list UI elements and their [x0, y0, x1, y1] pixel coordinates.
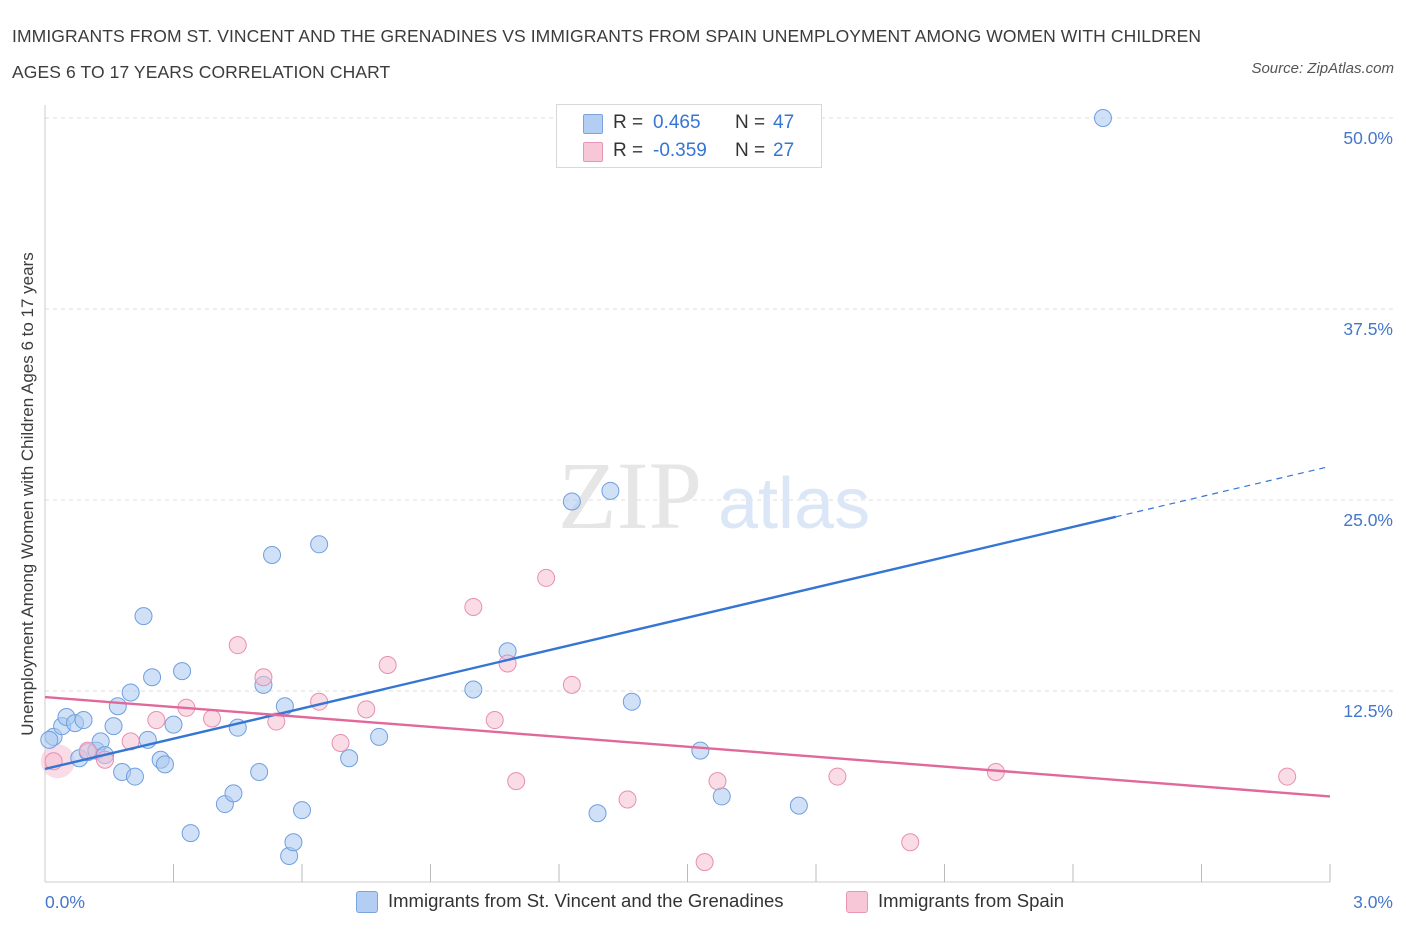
point-spain — [708, 772, 727, 791]
watermark: ZIP atlas — [558, 442, 870, 549]
grid-lines — [45, 117, 1395, 692]
point-spain — [147, 711, 166, 730]
x-tick-label: 0.0% — [45, 892, 85, 912]
stats-legend: R = 0.465 N = 47 R = -0.359 N = 27 — [556, 104, 822, 168]
point-st-vincent — [263, 546, 282, 565]
point-st-vincent — [712, 787, 731, 806]
legend-n-label: N = — [735, 140, 766, 161]
y-axis-label: Unemployment Among Women with Children A… — [18, 252, 37, 736]
chart-source: Source: ZipAtlas.com — [1251, 60, 1394, 77]
point-st-vincent — [164, 715, 183, 734]
legend-r-value: 0.465 — [653, 112, 701, 133]
tick-labels: 12.5% 25.0% 37.5% 50.0% 0.0% 3.0% — [45, 128, 1393, 912]
legend-swatch-blue — [583, 114, 603, 134]
legend-n-label: N = — [735, 112, 766, 133]
legend-n-value: 27 — [773, 140, 795, 161]
point-spain — [695, 853, 714, 872]
point-st-vincent — [74, 711, 93, 730]
y-tick-label: 37.5% — [1343, 319, 1393, 339]
point-st-vincent — [108, 697, 127, 716]
trend-lines — [44, 465, 1331, 798]
y-tick-label: 50.0% — [1343, 128, 1393, 148]
point-st-vincent — [155, 755, 174, 774]
legend-n-value: 47 — [773, 112, 795, 133]
point-spain — [562, 675, 581, 694]
bottom-legend-label-blue: Immigrants from St. Vincent and the Gren… — [388, 890, 784, 911]
point-spain — [901, 833, 920, 852]
point-st-vincent — [789, 796, 808, 815]
point-st-vincent — [134, 607, 153, 626]
y-tick-label: 25.0% — [1343, 510, 1393, 530]
y-tick-label: 12.5% — [1343, 701, 1393, 721]
point-spain — [310, 692, 329, 711]
point-st-vincent — [104, 717, 123, 736]
point-st-vincent — [588, 804, 607, 823]
point-st-vincent — [224, 784, 243, 803]
legend-swatch-pink — [583, 142, 603, 162]
point-spain — [228, 636, 247, 655]
point-spain — [331, 733, 350, 752]
point-st-vincent — [125, 767, 144, 786]
point-st-vincent — [143, 668, 162, 687]
legend-r-label: R = — [613, 112, 644, 133]
trend-line-st-vincent — [44, 515, 1117, 771]
point-st-vincent — [601, 481, 620, 500]
point-st-vincent — [370, 727, 389, 746]
point-st-vincent — [691, 741, 710, 760]
point-spain — [203, 709, 222, 728]
bottom-legend-swatch-blue — [356, 891, 378, 913]
point-spain — [254, 668, 273, 687]
legend-r-value: -0.359 — [653, 140, 707, 161]
point-spain — [378, 656, 397, 675]
point-spain — [464, 597, 483, 616]
point-st-vincent — [121, 683, 140, 702]
bottom-legend-swatch-pink — [846, 891, 868, 913]
point-st-vincent — [250, 762, 269, 781]
point-st-vincent — [181, 824, 200, 843]
point-spain — [1278, 767, 1297, 786]
trend-line-spain — [44, 695, 1331, 798]
legend-r-label: R = — [613, 140, 644, 161]
point-st-vincent — [622, 692, 641, 711]
point-st-vincent — [293, 801, 311, 820]
point-spain — [357, 700, 376, 719]
point-spain — [485, 711, 504, 730]
point-st-vincent — [173, 662, 192, 681]
point-st-vincent — [562, 492, 581, 511]
point-spain — [537, 568, 556, 587]
point-spain — [618, 790, 637, 809]
bottom-legend-label-pink: Immigrants from Spain — [878, 890, 1065, 911]
point-spain — [507, 772, 526, 791]
point-st-vincent — [464, 680, 483, 699]
point-st-vincent — [1093, 109, 1112, 127]
point-st-vincent — [310, 535, 329, 554]
point-spain — [267, 712, 286, 731]
watermark-atlas: atlas — [718, 464, 870, 544]
point-st-vincent — [40, 730, 59, 749]
point-spain — [828, 767, 847, 786]
trend-line-st-vincent-extension — [1115, 465, 1331, 518]
point-st-vincent — [340, 749, 359, 768]
watermark-zip: ZIP — [558, 442, 702, 549]
point-st-vincent — [284, 833, 303, 852]
data-points — [40, 109, 1297, 872]
chart-title: IMMIGRANTS FROM ST. VINCENT AND THE GREN… — [12, 26, 1202, 82]
x-tick-label: 3.0% — [1353, 892, 1393, 912]
